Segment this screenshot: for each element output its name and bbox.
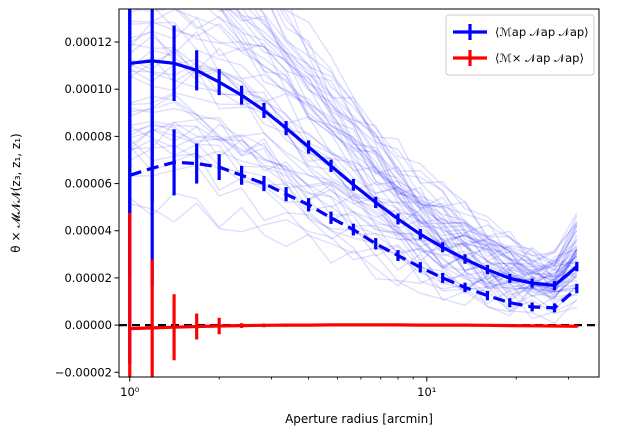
- realization-line: [129, 121, 577, 295]
- realization-line: [129, 20, 578, 281]
- x-axis-ticks: 10⁰ 10¹: [120, 377, 569, 399]
- realization-line: [224, 9, 578, 293]
- legend-label: ⟨ℳap 𝒩ap 𝒩ap⟩: [495, 25, 589, 39]
- realization-line: [275, 9, 578, 275]
- y-tick-label: 0.00012: [64, 35, 112, 49]
- realization-line: [270, 9, 578, 299]
- realization-line: [254, 9, 578, 271]
- realization-line: [129, 30, 577, 286]
- realization-line: [129, 56, 578, 281]
- y-axis-label: θ × 𝓜𝓝𝓝(z₃, z₁, z₁): [9, 133, 23, 252]
- realization-line: [129, 164, 578, 324]
- realization-line: [220, 9, 577, 278]
- realization-line: [129, 68, 578, 291]
- realization-line: [129, 119, 578, 285]
- realization-line: [129, 49, 578, 298]
- realization-line: [236, 9, 578, 283]
- realization-line: [129, 21, 578, 293]
- x-tick-label: 10⁰: [120, 385, 140, 399]
- realization-line: [129, 101, 578, 297]
- realization-line: [129, 122, 577, 313]
- realization-line: [220, 9, 578, 271]
- realization-line: [270, 9, 578, 264]
- realization-line: [279, 9, 578, 283]
- realization-line: [280, 9, 578, 272]
- x-tick-label: 10¹: [417, 385, 436, 399]
- realization-line: [129, 107, 578, 300]
- realization-line: [129, 9, 578, 263]
- legend-frame: [445, 14, 595, 76]
- y-tick-label: 0.00006: [64, 177, 112, 191]
- legend-label: ⟨ℳ× 𝒩ap 𝒩ap⟩: [495, 51, 584, 65]
- y-tick-label: 0.00002: [64, 271, 112, 285]
- realization-line: [233, 9, 578, 263]
- realization-line: [129, 63, 578, 292]
- plot-frame: [118, 8, 600, 378]
- realization-line: [284, 9, 578, 266]
- realization-line: [129, 30, 578, 306]
- realization-line: [129, 9, 578, 278]
- realization-line: [227, 9, 578, 284]
- x-axis-label: Aperture radius [arcmin]: [285, 412, 433, 426]
- realization-line: [227, 9, 578, 268]
- series-group: [128, 9, 579, 377]
- realization-line: [129, 192, 577, 317]
- legend: ⟨ℳap 𝒩ap 𝒩ap⟩ ⟨ℳ× 𝒩ap 𝒩ap⟩: [445, 14, 595, 76]
- y-tick-label: 0.00010: [64, 82, 112, 96]
- realization-line: [129, 9, 578, 272]
- y-tick-label: 0.00004: [64, 224, 112, 238]
- realization-line: [219, 9, 578, 282]
- realization-line: [259, 9, 578, 290]
- y-tick-label: −0.00002: [55, 365, 112, 379]
- y-axis-ticks: −0.00002 0.00000 0.00002 0.00004 0.00006 0.00…: [55, 35, 119, 379]
- realization-line: [129, 202, 577, 315]
- realization-line: [290, 9, 578, 257]
- realization-line: [129, 125, 578, 296]
- realization-line: [154, 9, 578, 290]
- realization-line: [129, 16, 578, 275]
- realization-line: [236, 9, 577, 290]
- realization-line: [129, 93, 577, 301]
- realization-line: [129, 46, 577, 284]
- realization-line: [216, 9, 578, 290]
- realization-line: [258, 9, 578, 279]
- y-tick-label: 0.00000: [64, 318, 112, 332]
- y-tick-label: 0.00008: [64, 129, 112, 143]
- realization-line: [129, 120, 578, 301]
- realization-line: [129, 47, 578, 278]
